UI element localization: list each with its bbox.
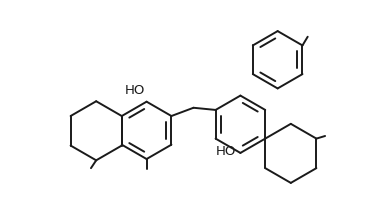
Text: HO: HO [125, 84, 145, 97]
Text: HO: HO [216, 145, 236, 158]
